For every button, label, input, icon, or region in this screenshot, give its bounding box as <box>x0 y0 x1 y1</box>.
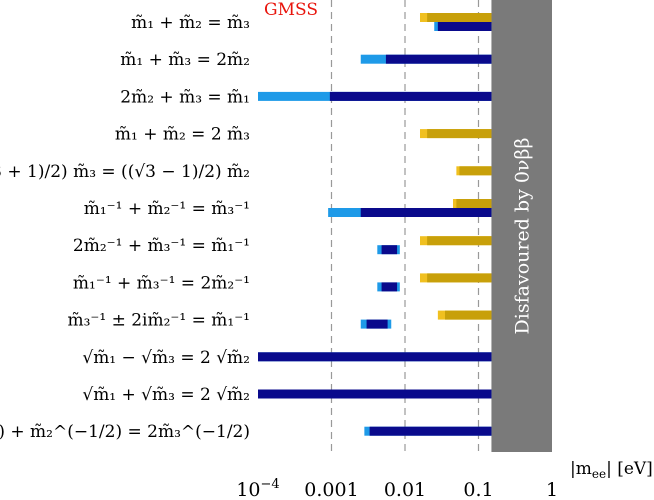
bar-gold-row-9 <box>437 310 492 320</box>
row-label-9: m̃₃⁻¹ ± 2im̃₂⁻¹ = m̃₁⁻¹ <box>67 311 250 331</box>
bar-blue-row-8 <box>377 282 400 292</box>
bar-blue-dark <box>258 389 492 399</box>
bar-blue-row-1 <box>434 22 492 31</box>
bar-blue-dark <box>381 282 398 292</box>
bar-gold-dark <box>459 166 492 176</box>
chart-title: GMSS <box>264 0 318 20</box>
bar-blue-dark <box>360 208 492 217</box>
bar-blue-dark <box>369 426 492 436</box>
bar-gold-dark <box>427 236 492 246</box>
x-tick-label: 1 <box>546 479 558 500</box>
row-label-5: m̃₁ + ((√3 + 1)/2) m̃₃ = ((√3 − 1)/2) m̃… <box>0 162 250 182</box>
bar-blue-row-2 <box>360 54 492 64</box>
bar-gold-dark <box>427 13 492 22</box>
bar-gold-row-6 <box>453 199 492 208</box>
bar-gold-dark <box>427 273 492 283</box>
bar-gold-row-5 <box>456 166 492 176</box>
bar-blue-row-7 <box>377 245 400 255</box>
bar-gold-dark <box>444 310 492 320</box>
bar-gold-row-7 <box>420 236 492 246</box>
bar-gold-row-4 <box>420 129 492 139</box>
disfavoured-region-label: Disfavoured by 0νββ <box>512 138 534 335</box>
bar-blue-dark <box>385 54 492 64</box>
row-label-7: 2m̃₂⁻¹ + m̃₃⁻¹ = m̃₁⁻¹ <box>73 236 250 256</box>
bar-blue-dark <box>329 91 492 101</box>
bar-blue-row-6 <box>328 208 492 217</box>
bar-blue-dark <box>437 22 492 31</box>
row-label-2: m̃₁ + m̃₃ = 2m̃₂ <box>120 50 250 70</box>
row-label-11: √m̃₁ + √m̃₃ = 2 √m̃₂ <box>82 385 250 405</box>
row-label-6: m̃₁⁻¹ + m̃₂⁻¹ = m̃₃⁻¹ <box>84 199 250 219</box>
bar-gold-dark <box>427 129 492 139</box>
bar-blue-dark <box>381 245 398 255</box>
row-label-12: m̃₁^(−1/2) + m̃₂^(−1/2) = 2m̃₃^(−1/2) <box>0 422 250 442</box>
x-axis-label: |mee| [eV] <box>570 459 653 481</box>
row-label-10: √m̃₁ − √m̃₃ = 2 √m̃₂ <box>82 348 250 368</box>
bar-blue-row-12 <box>364 426 492 436</box>
bar-blue-dark <box>258 352 492 362</box>
bar-gold-row-8 <box>420 273 492 283</box>
bar-blue-row-3 <box>258 91 492 101</box>
bar-blue-row-11 <box>258 389 492 399</box>
x-tick-label: 0.1 <box>463 479 493 500</box>
bar-blue-row-9 <box>360 319 392 329</box>
bar-gold-dark <box>456 199 492 208</box>
x-tick-label: 0.001 <box>304 479 358 500</box>
row-label-4: m̃₁ + m̃₂ = 2 m̃₃ <box>115 125 250 145</box>
x-tick-label: 10−4 <box>236 477 279 500</box>
row-label-3: 2m̃₂ + m̃₃ = m̃₁ <box>120 87 250 107</box>
row-label-1: m̃₁ + m̃₂ = m̃₃ <box>131 13 250 33</box>
bar-gold-row-1 <box>420 13 492 22</box>
bar-blue-row-10 <box>258 352 492 362</box>
x-tick-label: 0.01 <box>384 479 426 500</box>
disfavoured-region <box>491 0 552 452</box>
bar-blue-dark <box>366 319 388 329</box>
row-label-8: m̃₁⁻¹ + m̃₃⁻¹ = 2m̃₂⁻¹ <box>73 273 250 293</box>
